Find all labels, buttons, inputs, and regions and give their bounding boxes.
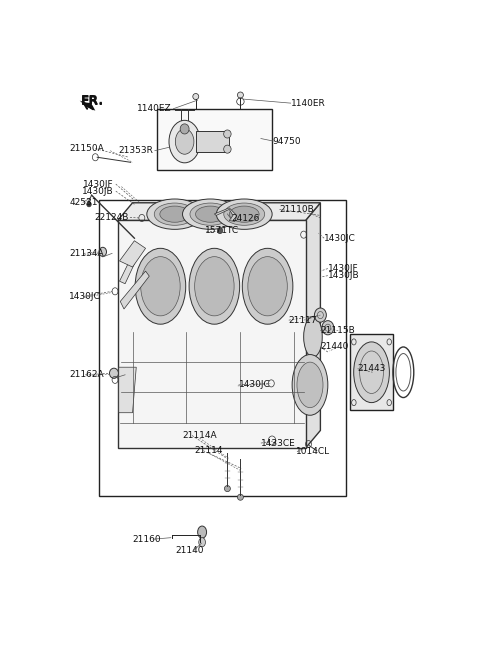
Ellipse shape — [175, 129, 194, 154]
Polygon shape — [215, 208, 237, 221]
Ellipse shape — [248, 257, 288, 316]
Bar — [350, 334, 393, 410]
Text: FR.: FR. — [81, 95, 104, 108]
Ellipse shape — [224, 203, 264, 225]
Polygon shape — [120, 251, 138, 284]
Ellipse shape — [238, 92, 243, 98]
Polygon shape — [118, 203, 321, 221]
Ellipse shape — [109, 368, 119, 378]
Ellipse shape — [182, 199, 238, 229]
Text: 1430JF: 1430JF — [328, 264, 359, 273]
Ellipse shape — [190, 203, 231, 225]
Ellipse shape — [199, 537, 205, 547]
Polygon shape — [196, 131, 229, 152]
Ellipse shape — [224, 130, 231, 138]
Text: 1140EZ: 1140EZ — [137, 104, 172, 113]
Text: 1430JB: 1430JB — [328, 271, 360, 280]
Text: 21353R: 21353R — [118, 146, 153, 155]
Ellipse shape — [322, 321, 334, 335]
Ellipse shape — [297, 362, 323, 407]
Polygon shape — [120, 240, 145, 267]
Ellipse shape — [225, 486, 230, 491]
Text: 22124B: 22124B — [95, 213, 129, 222]
Text: 1430JF: 1430JF — [84, 179, 114, 189]
Text: 21443: 21443 — [358, 364, 386, 373]
Ellipse shape — [189, 248, 240, 324]
Ellipse shape — [354, 342, 389, 403]
Polygon shape — [80, 101, 96, 111]
Ellipse shape — [224, 145, 231, 153]
Ellipse shape — [99, 247, 107, 256]
Text: 21140: 21140 — [175, 546, 204, 555]
Ellipse shape — [135, 248, 186, 324]
Text: 1014CL: 1014CL — [296, 447, 330, 456]
Ellipse shape — [160, 206, 190, 222]
Ellipse shape — [154, 203, 195, 225]
Text: 21162A: 21162A — [69, 371, 104, 379]
Text: 21110B: 21110B — [279, 205, 314, 214]
Ellipse shape — [198, 526, 206, 538]
Text: 21114: 21114 — [194, 446, 222, 455]
Text: 1571TC: 1571TC — [205, 226, 239, 235]
Text: 1430JB: 1430JB — [82, 187, 114, 196]
Text: 21114A: 21114A — [183, 431, 217, 440]
Text: 21117: 21117 — [289, 315, 317, 325]
Ellipse shape — [180, 124, 189, 134]
Text: 1140ER: 1140ER — [290, 99, 325, 108]
Text: FR.: FR. — [81, 94, 104, 107]
Ellipse shape — [141, 257, 180, 316]
Bar — [156, 109, 272, 170]
Ellipse shape — [193, 93, 199, 100]
Ellipse shape — [292, 355, 328, 415]
Polygon shape — [119, 367, 136, 413]
Text: 1433CE: 1433CE — [261, 439, 296, 447]
Text: 21150A: 21150A — [69, 144, 104, 153]
Ellipse shape — [216, 199, 272, 229]
Bar — [99, 200, 347, 496]
Ellipse shape — [242, 248, 293, 324]
Ellipse shape — [195, 206, 225, 222]
Text: 21160: 21160 — [132, 535, 161, 544]
Ellipse shape — [238, 494, 243, 500]
Text: 21440: 21440 — [321, 342, 349, 351]
Ellipse shape — [314, 308, 326, 322]
Text: 1430JC: 1430JC — [69, 292, 101, 301]
Ellipse shape — [217, 227, 223, 234]
Ellipse shape — [169, 120, 200, 163]
Ellipse shape — [229, 206, 259, 222]
Text: 1430JC: 1430JC — [239, 380, 270, 390]
Polygon shape — [305, 203, 321, 448]
Ellipse shape — [195, 257, 234, 316]
Text: 94750: 94750 — [272, 137, 300, 146]
Polygon shape — [118, 221, 305, 448]
Ellipse shape — [304, 317, 322, 357]
Text: 21115B: 21115B — [321, 327, 355, 335]
Text: 24126: 24126 — [231, 214, 260, 223]
Ellipse shape — [147, 199, 203, 229]
Ellipse shape — [87, 202, 91, 207]
Text: 21134A: 21134A — [69, 249, 104, 258]
Text: 1430JC: 1430JC — [324, 234, 356, 242]
Polygon shape — [120, 271, 149, 309]
Text: 42531: 42531 — [69, 198, 98, 207]
